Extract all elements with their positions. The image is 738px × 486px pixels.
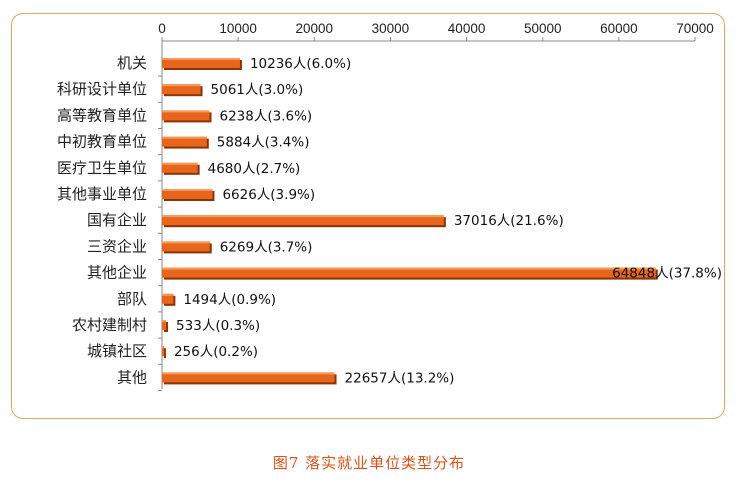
bar-highlight xyxy=(162,320,167,322)
x-tick-label: 40000 xyxy=(448,21,486,36)
bar xyxy=(162,162,198,173)
bar xyxy=(162,58,240,68)
data-label: 6269人(3.7%) xyxy=(220,239,313,255)
data-label: 5061人(3.0%) xyxy=(211,82,304,98)
bar-shadow xyxy=(164,348,166,359)
x-tick-label: 50000 xyxy=(524,21,562,36)
category-label: 高等教育单位 xyxy=(57,106,147,124)
bar-highlight xyxy=(162,372,335,375)
category-label: 科研设计单位 xyxy=(57,80,147,98)
bar-highlight xyxy=(162,241,210,244)
category-label: 部队 xyxy=(117,290,147,308)
category-label: 城镇社区 xyxy=(87,342,147,360)
data-label: 533人(0.3%) xyxy=(176,318,260,334)
category-label: 国有企业 xyxy=(87,211,147,229)
data-label: 6238人(3.6%) xyxy=(219,108,312,124)
data-label: 22657人(13.2%) xyxy=(345,370,455,386)
data-label: 1494人(0.9%) xyxy=(183,292,276,308)
bar xyxy=(162,320,167,330)
x-tick-label: 70000 xyxy=(676,21,714,36)
bar-chart: 0 10000 20000 30000 40000 50000 60000 70000 机关 10… xyxy=(57,21,722,391)
category-label: 三资企业 xyxy=(87,237,147,255)
data-label: 10236人(6.0%) xyxy=(250,56,351,72)
bar xyxy=(162,136,207,147)
bar xyxy=(162,346,164,357)
bar-highlight xyxy=(162,346,164,349)
data-label: 37016人(21.6%) xyxy=(454,213,564,229)
bar-highlight xyxy=(162,293,174,296)
bar xyxy=(162,293,174,304)
bar-highlight xyxy=(162,162,198,165)
x-tick-label: 60000 xyxy=(600,21,638,36)
bar xyxy=(162,215,444,226)
bar-highlight xyxy=(162,84,201,87)
bar-highlight xyxy=(162,110,210,113)
bar-highlight xyxy=(162,58,240,60)
category-label: 机关 xyxy=(117,54,147,72)
figure-caption: 图7 落实就业单位类型分布 xyxy=(272,454,466,472)
bar-highlight xyxy=(162,267,656,270)
bar xyxy=(162,189,213,199)
category-label: 其他企业 xyxy=(87,264,147,282)
data-label: 5884人(3.4%) xyxy=(217,135,310,151)
bar-highlight xyxy=(162,215,444,218)
x-tick-label: 30000 xyxy=(372,21,410,36)
data-label: 64848人(37.8%) xyxy=(612,266,722,282)
bar-highlight xyxy=(162,189,213,191)
bar xyxy=(162,267,656,278)
bar xyxy=(162,372,335,383)
data-label: 6626人(3.9%) xyxy=(222,187,315,203)
category-label: 农村建制村 xyxy=(72,316,147,334)
category-label: 中初教育单位 xyxy=(57,133,147,151)
category-label: 其他 xyxy=(117,368,147,386)
bar-highlight xyxy=(162,136,207,139)
x-tick-label: 20000 xyxy=(296,21,334,36)
bar xyxy=(162,110,210,121)
data-label: 4680人(2.7%) xyxy=(208,161,301,177)
category-label: 其他事业单位 xyxy=(57,185,147,203)
bar xyxy=(162,84,201,95)
x-tick-label: 10000 xyxy=(219,21,257,36)
category-label: 医疗卫生单位 xyxy=(57,159,147,177)
bar xyxy=(162,241,210,252)
data-label: 256人(0.2%) xyxy=(174,344,258,360)
x-tick-label: 0 xyxy=(158,21,166,36)
